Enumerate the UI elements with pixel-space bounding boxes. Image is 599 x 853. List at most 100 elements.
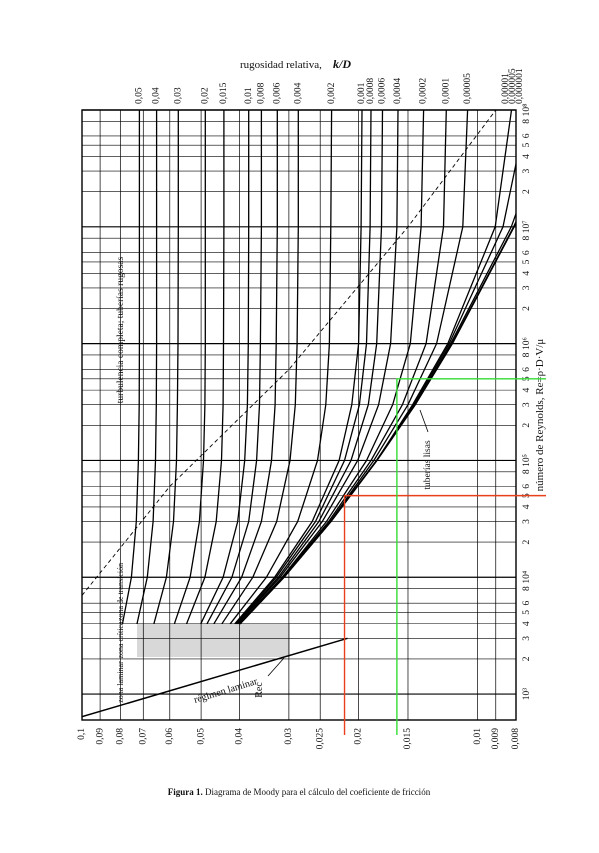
roughness-label: 0,05: [135, 87, 145, 104]
roughness-label: 0,0004: [393, 78, 403, 104]
x-tick-label: 10⁴: [522, 570, 532, 584]
y-tick-label: 0,06: [165, 728, 175, 745]
y-tick-label: 0,009: [491, 728, 501, 750]
roughness-label: 0,0001: [442, 78, 452, 104]
curve: [136, 110, 158, 624]
x-tick-label: 10⁷: [522, 220, 532, 233]
y-tick-label: 0,03: [284, 728, 294, 745]
reading-line: [343, 494, 546, 735]
x-tick-label: 8: [522, 469, 532, 474]
x-tick-label: 6: [522, 484, 532, 489]
roughness-label: 0,000005: [508, 68, 518, 104]
roughness-label: 0,00001: [501, 73, 511, 104]
curve: [173, 110, 206, 625]
y-tick-label: 0,008: [511, 728, 521, 750]
x-tick-label: 2: [522, 539, 532, 544]
y-tick-label: 0,1: [77, 728, 87, 740]
y-tick-label: 0,08: [116, 728, 126, 745]
y-tick-label: 0,02: [354, 728, 364, 745]
x-tick-label: 8: [522, 352, 532, 357]
roughness-label: 0,015: [219, 82, 229, 104]
roughness-label: 0,002: [327, 82, 337, 104]
curve: [221, 110, 299, 625]
x-axis-title: número de Reynolds, Re=ρ·D·V/μ: [534, 339, 546, 492]
critical-zone-shade: [137, 624, 290, 657]
x-tick-label: 2: [522, 189, 532, 194]
roughness-label: 0,001: [357, 82, 367, 104]
curve: [82, 110, 497, 596]
reading-line: [396, 378, 546, 735]
x-tick-label: 3: [522, 636, 532, 641]
curve: [213, 110, 278, 625]
y-tick-label: 0,025: [315, 728, 325, 750]
x-tick-label: 4: [522, 387, 532, 392]
x-tick-label: 3: [522, 285, 532, 290]
plot-frame: [81, 109, 517, 721]
smooth-label: tuberías lisas: [423, 440, 433, 490]
roughness-label: 0,0006: [378, 78, 388, 104]
roughness-label: 0,03: [173, 87, 183, 104]
curve: [238, 110, 469, 625]
x-tick-label: 8: [522, 586, 532, 591]
x-tick-label: 3: [522, 402, 532, 407]
x-tick-label: 4: [522, 621, 532, 626]
y-tick-label: 0,04: [235, 728, 245, 745]
x-tick-label: 2: [522, 656, 532, 661]
x-tick-label: 10⁵: [522, 454, 532, 467]
top-axis-title: rugosidad relativa,: [240, 59, 322, 71]
curve: [153, 110, 179, 624]
curve: [235, 110, 372, 625]
roughness-label: 0,04: [152, 87, 162, 104]
curve: [229, 110, 333, 625]
x-tick-label: 6: [522, 250, 532, 255]
x-tick-label: 10⁸: [522, 104, 532, 117]
critical-arrow: [267, 657, 285, 677]
x-tick-label: 3: [522, 519, 532, 524]
x-tick-label: 4: [522, 504, 532, 509]
roughness-label: 0,004: [293, 82, 303, 104]
y-tick-label: 0,05: [196, 728, 206, 745]
curve: [206, 110, 263, 625]
y-tick-label: 0,07: [138, 728, 148, 745]
x-tick-label: 5: [522, 143, 532, 148]
curve: [238, 110, 447, 625]
curve: [82, 637, 348, 718]
roughness-label: 0,000001: [515, 68, 525, 104]
critical-re-label: Rec: [254, 682, 265, 698]
curve: [237, 110, 399, 625]
curve: [234, 110, 363, 625]
roughness-label: 0,02: [200, 87, 210, 104]
x-tick-label: 6: [522, 367, 532, 372]
y-tick-label: 0,01: [473, 728, 483, 745]
caption-text: Diagrama de Moody para el cálculo del co…: [205, 787, 431, 797]
x-tick-label: 3: [522, 168, 532, 173]
curve: [200, 110, 250, 625]
y-tick-label: 0,09: [95, 728, 105, 745]
x-tick-label: 2: [522, 423, 532, 428]
curve: [121, 110, 141, 624]
roughness-label: 0,006: [272, 82, 282, 104]
caption: Figura 1. Diagrama de Moody para el cálc…: [168, 787, 431, 797]
curve: [185, 110, 225, 625]
x-tick-label: 10³: [522, 688, 532, 701]
x-tick-label: 5: [522, 259, 532, 264]
curve: [239, 220, 516, 625]
x-tick-label: 8: [522, 236, 532, 241]
top-axis-symbol: k/D: [333, 57, 351, 71]
curve: [239, 110, 513, 625]
smooth-arrow: [419, 409, 429, 433]
plot-area: [82, 110, 516, 718]
zone-label: zona laminar: [116, 661, 125, 703]
caption-label: Figura 1.: [168, 787, 203, 797]
roughness-label: 0,00005: [463, 73, 473, 104]
roughness-label: 0,0008: [366, 78, 376, 104]
roughness-label: 0,01: [244, 87, 254, 104]
full-turbulence-label: turbulencia completa; tuberías rugosas: [116, 256, 126, 403]
curve: [238, 110, 425, 625]
x-tick-label: 6: [522, 133, 532, 138]
x-tick-label: 10⁶: [522, 337, 532, 350]
x-tick-label: 5: [522, 610, 532, 615]
roughness-label: 0,0002: [419, 78, 429, 104]
zone-label: zona crítica: [116, 621, 125, 659]
